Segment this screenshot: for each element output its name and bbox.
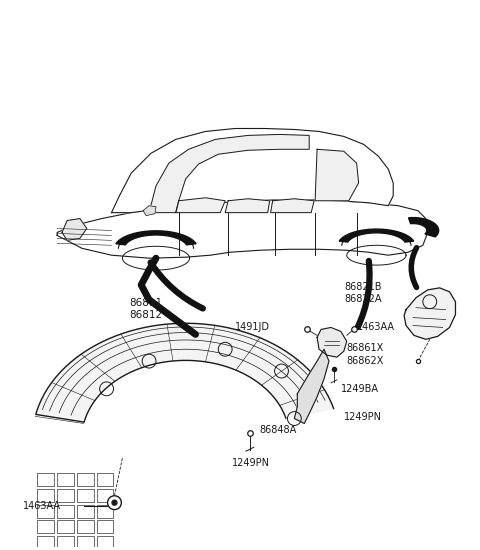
Bar [37, 520, 54, 534]
Polygon shape [408, 218, 439, 237]
Bar [96, 473, 113, 486]
Text: 1463AA: 1463AA [357, 322, 395, 332]
Polygon shape [271, 199, 314, 213]
Bar [77, 489, 94, 502]
Text: 1249PN: 1249PN [344, 411, 382, 421]
Text: 1491JD: 1491JD [235, 322, 270, 332]
Bar [77, 473, 94, 486]
Bar [96, 520, 113, 534]
Bar [77, 536, 94, 549]
Polygon shape [294, 349, 329, 424]
Circle shape [112, 500, 117, 505]
Text: 86821B
86822A: 86821B 86822A [345, 282, 382, 304]
Polygon shape [176, 198, 225, 213]
Polygon shape [149, 134, 309, 213]
Bar [57, 536, 74, 549]
Bar [57, 489, 74, 502]
Polygon shape [143, 206, 156, 216]
Text: 86848A: 86848A [260, 425, 297, 436]
Bar [37, 473, 54, 486]
Text: 86861X
86862X: 86861X 86862X [347, 343, 384, 366]
Bar [37, 536, 54, 549]
Bar [57, 505, 74, 518]
Bar [96, 489, 113, 502]
Polygon shape [62, 218, 87, 240]
Polygon shape [225, 199, 270, 213]
Polygon shape [315, 149, 359, 201]
Polygon shape [111, 129, 393, 213]
Polygon shape [404, 288, 456, 339]
Bar [96, 505, 113, 518]
Bar [77, 520, 94, 534]
Bar [96, 536, 113, 549]
Bar [37, 489, 54, 502]
Polygon shape [317, 327, 347, 357]
Polygon shape [57, 200, 428, 258]
Circle shape [108, 496, 121, 510]
Bar [77, 505, 94, 518]
Text: 1249BA: 1249BA [341, 384, 379, 394]
Bar [57, 520, 74, 534]
Bar [37, 505, 54, 518]
Polygon shape [116, 231, 196, 245]
Polygon shape [36, 323, 334, 422]
Bar [57, 473, 74, 486]
Text: 1463AA: 1463AA [23, 500, 60, 510]
Text: 86811
86812: 86811 86812 [129, 298, 162, 320]
Polygon shape [339, 229, 414, 242]
Text: 1249PN: 1249PN [232, 458, 270, 468]
